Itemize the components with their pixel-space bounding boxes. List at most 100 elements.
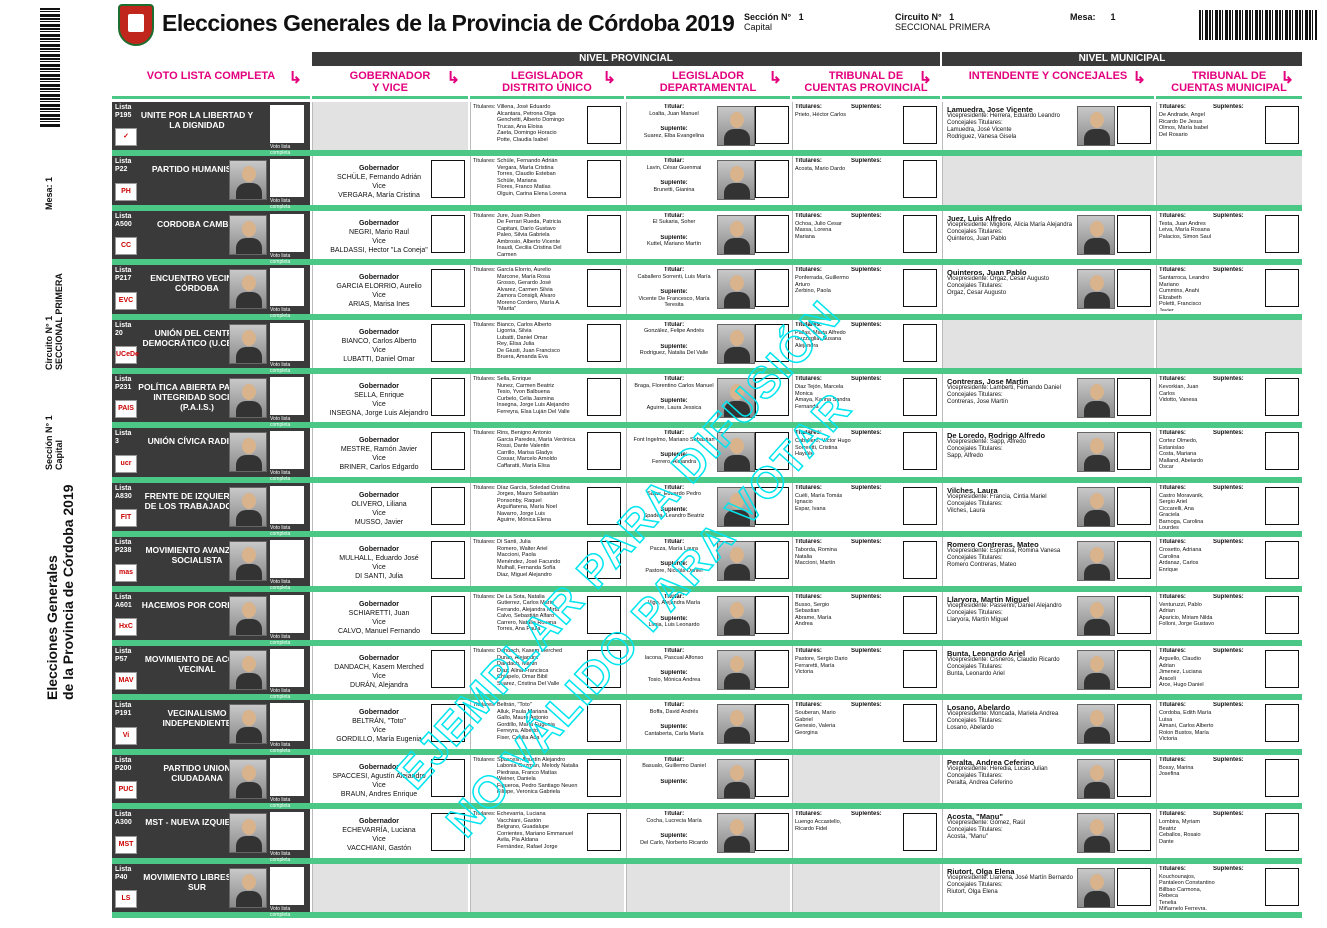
legislador-unico-vote-box[interactable] <box>587 432 621 471</box>
intendente-vote-box[interactable] <box>1117 214 1151 253</box>
vote-full-list-checkbox[interactable] <box>270 159 304 198</box>
legislador-unico-vote-box[interactable] <box>587 650 621 688</box>
legislador-departamental-vote-box[interactable] <box>755 269 789 308</box>
legislador-unico-vote-box[interactable] <box>587 269 621 308</box>
legislador-departamental-vote-box[interactable] <box>755 160 789 199</box>
governor-vote-box[interactable] <box>431 323 465 362</box>
tribunal-municipal-vote-box[interactable] <box>1265 813 1299 852</box>
tribunal-municipal-vote-box[interactable] <box>1265 704 1299 743</box>
mesa-info: Mesa: 1 <box>1070 12 1116 22</box>
governor-vote-box[interactable] <box>431 758 465 797</box>
vote-full-list-checkbox[interactable] <box>270 757 304 796</box>
tribunal-municipal-vote-box[interactable] <box>1265 269 1299 308</box>
intendente-cell: Contreras, Jose Martin Vicepresidente: La… <box>942 374 1154 423</box>
legislador-unico-vote-box[interactable] <box>587 160 621 199</box>
governor-vote-box[interactable] <box>431 704 465 743</box>
tribunal-provincial-vote-box[interactable] <box>903 323 937 362</box>
vote-full-list-checkbox[interactable] <box>270 540 304 579</box>
tribunal-municipal-vote-box[interactable] <box>1265 106 1299 144</box>
governor-vote-box[interactable] <box>431 432 465 471</box>
intendente-cell: Quinteros, Juan Pablo Vicepresidente: Org… <box>942 265 1154 314</box>
tribunal-municipal-cell: Titulares: Suplentes: Lombira, Myriam Beat… <box>1156 809 1302 858</box>
intendente-vote-box[interactable] <box>1117 595 1151 634</box>
vote-full-list-checkbox[interactable] <box>270 812 304 851</box>
legislador-unico-vote-box[interactable] <box>587 486 621 525</box>
intendente-vote-box[interactable] <box>1117 541 1151 580</box>
governor-vote-box[interactable] <box>431 486 465 525</box>
legislador-unico-vote-box[interactable] <box>587 106 621 144</box>
vote-full-list-checkbox[interactable] <box>270 322 304 361</box>
legislador-departamental-vote-box[interactable] <box>755 758 789 797</box>
intendente-vote-box[interactable] <box>1117 269 1151 308</box>
legislador-unico-vote-box[interactable] <box>587 323 621 362</box>
legislador-unico-vote-box[interactable] <box>587 595 621 634</box>
vote-full-list-checkbox[interactable] <box>270 594 304 633</box>
tribunal-municipal-vote-box[interactable] <box>1265 432 1299 471</box>
legislador-departamental-vote-box[interactable] <box>755 323 789 362</box>
governor-vote-box[interactable] <box>431 650 465 688</box>
legislador-departamental-vote-box[interactable] <box>755 813 789 852</box>
vote-full-list-checkbox[interactable] <box>270 485 304 524</box>
vote-full-list-checkbox[interactable] <box>270 866 304 905</box>
tribunal-municipal-vote-box[interactable] <box>1265 214 1299 253</box>
legislador-departamental-vote-box[interactable] <box>755 378 789 416</box>
vote-full-list-checkbox[interactable] <box>270 649 304 687</box>
intendente-vote-box[interactable] <box>1117 704 1151 743</box>
titulares-label: Titulares: <box>473 321 495 328</box>
tribunal-provincial-vote-box[interactable] <box>903 214 937 253</box>
legislador-unico-vote-box[interactable] <box>587 378 621 416</box>
vote-full-list-checkbox[interactable] <box>270 105 304 143</box>
governor-vote-box[interactable] <box>431 214 465 253</box>
intendente-vote-box[interactable] <box>1117 432 1151 471</box>
vote-full-list-checkbox[interactable] <box>270 377 304 415</box>
vote-full-list-checkbox[interactable] <box>270 213 304 252</box>
tribunal-provincial-vote-box[interactable] <box>903 378 937 416</box>
governor-vote-box[interactable] <box>431 813 465 852</box>
tribunal-municipal-vote-box[interactable] <box>1265 541 1299 580</box>
tribunal-municipal-vote-box[interactable] <box>1265 486 1299 525</box>
legislador-departamental-vote-box[interactable] <box>755 595 789 634</box>
tribunal-municipal-vote-box[interactable] <box>1265 758 1299 797</box>
legislador-departamental-vote-box[interactable] <box>755 650 789 688</box>
tribunal-municipal-vote-box[interactable] <box>1265 650 1299 688</box>
tribunal-provincial-vote-box[interactable] <box>903 106 937 144</box>
tribunal-provincial-vote-box[interactable] <box>903 704 937 743</box>
legislador-unico-vote-box[interactable] <box>587 704 621 743</box>
tribunal-provincial-vote-box[interactable] <box>903 813 937 852</box>
tribunal-municipal-vote-box[interactable] <box>1265 378 1299 416</box>
legislador-unico-vote-box[interactable] <box>587 758 621 797</box>
legislador-departamental-vote-box[interactable] <box>755 486 789 525</box>
governor-vote-box[interactable] <box>431 160 465 199</box>
legislador-departamental-vote-box[interactable] <box>755 432 789 471</box>
tribunal-municipal-vote-box[interactable] <box>1265 867 1299 906</box>
vote-full-list-checkbox[interactable] <box>270 268 304 307</box>
intendente-vote-box[interactable] <box>1117 813 1151 852</box>
tribunal-provincial-vote-box[interactable] <box>903 160 937 199</box>
governor-vote-box[interactable] <box>431 595 465 634</box>
legislador-departamental-vote-box[interactable] <box>755 106 789 144</box>
intendente-vote-box[interactable] <box>1117 650 1151 688</box>
tribunal-provincial-vote-box[interactable] <box>903 650 937 688</box>
governor-vote-box[interactable] <box>431 269 465 308</box>
vote-full-list-checkbox[interactable] <box>270 703 304 742</box>
tribunal-provincial-vote-box[interactable] <box>903 486 937 525</box>
governor-vote-box[interactable] <box>431 541 465 580</box>
tribunal-provincial-vote-box[interactable] <box>903 595 937 634</box>
legislador-unico-vote-box[interactable] <box>587 214 621 253</box>
legislador-unico-vote-box[interactable] <box>587 813 621 852</box>
tribunal-provincial-vote-box[interactable] <box>903 541 937 580</box>
tribunal-provincial-vote-box[interactable] <box>903 432 937 471</box>
legislador-unico-vote-box[interactable] <box>587 541 621 580</box>
legislador-departamental-vote-box[interactable] <box>755 214 789 253</box>
intendente-vote-box[interactable] <box>1117 378 1151 416</box>
tribunal-provincial-vote-box[interactable] <box>903 269 937 308</box>
tribunal-municipal-vote-box[interactable] <box>1265 595 1299 634</box>
legislador-departamental-vote-box[interactable] <box>755 704 789 743</box>
intendente-vote-box[interactable] <box>1117 758 1151 797</box>
legislador-departamental-vote-box[interactable] <box>755 541 789 580</box>
governor-vote-box[interactable] <box>431 378 465 416</box>
vote-full-list-checkbox[interactable] <box>270 431 304 470</box>
intendente-vote-box[interactable] <box>1117 867 1151 906</box>
intendente-vote-box[interactable] <box>1117 486 1151 525</box>
intendente-vote-box[interactable] <box>1117 106 1151 144</box>
